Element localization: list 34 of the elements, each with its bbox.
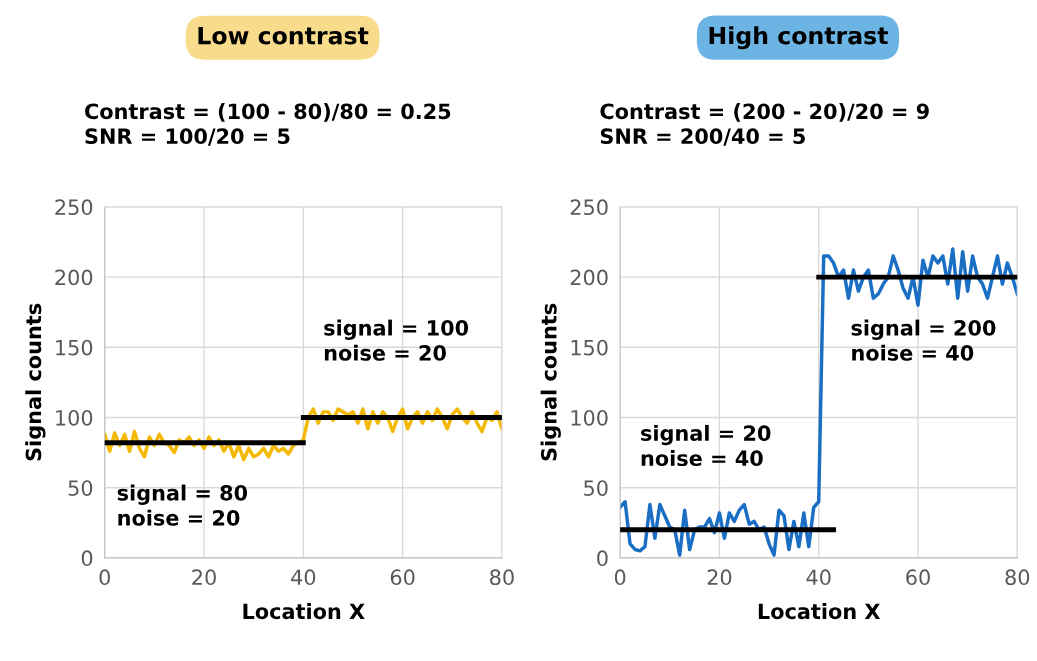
y-axis-title: Signal counts — [25, 303, 46, 461]
x-tick-label: 20 — [192, 569, 216, 586]
y-axis-title: Signal counts — [540, 303, 561, 461]
x-axis-title: Location X — [243, 603, 365, 620]
x-tick-label: 0 — [99, 569, 110, 586]
y-tick-label: 250 — [55, 199, 93, 216]
y-tick-label: 50 — [68, 480, 93, 496]
x-tick-label: 0 — [614, 569, 626, 586]
chart-subtitle: Contrast = (200 - 20)/20 = 9 SNR = 200/40 = 5 — [600, 103, 929, 146]
y-tick-label: 50 — [584, 480, 608, 496]
annotation: signal = 200 noise = 40 — [851, 319, 996, 361]
chart-title: Low contrast — [198, 26, 369, 45]
y-tick-label: 200 — [55, 269, 93, 286]
annotation: signal = 100 noise = 20 — [324, 319, 469, 361]
x-tick-label: 40 — [806, 569, 831, 586]
y-tick-label: 250 — [570, 199, 608, 216]
y-tick-label: 100 — [56, 409, 93, 426]
chart-subtitle: Contrast = (100 - 80)/80 = 0.25 SNR = 100/20 = 5 — [85, 103, 451, 146]
x-axis-title: Location X — [758, 603, 881, 620]
y-tick-label: 150 — [56, 339, 93, 356]
x-tick-label: 60 — [390, 569, 415, 586]
y-tick-label: 150 — [571, 339, 608, 356]
x-tick-label: 80 — [490, 569, 514, 586]
x-tick-label: 40 — [291, 569, 316, 586]
x-tick-label: 80 — [1005, 569, 1030, 586]
y-tick-label: 0 — [597, 550, 608, 567]
annotation: signal = 80 noise = 20 — [117, 484, 248, 526]
y-tick-label: 100 — [571, 409, 608, 426]
x-tick-label: 60 — [906, 569, 930, 586]
y-tick-label: 200 — [570, 269, 608, 286]
chart-title: High contrast — [709, 26, 888, 50]
y-tick-label: 0 — [81, 550, 93, 567]
annotation: signal = 20 noise = 40 — [641, 424, 771, 467]
x-tick-label: 20 — [707, 569, 732, 586]
